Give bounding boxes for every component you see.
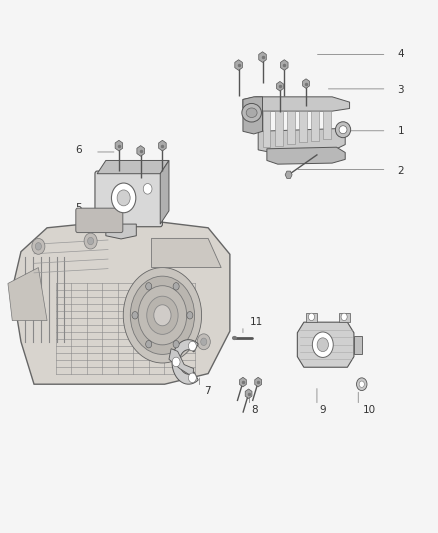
Polygon shape [243,97,262,134]
Circle shape [117,190,130,206]
Circle shape [35,243,42,250]
Circle shape [132,312,138,319]
Polygon shape [172,340,198,384]
Circle shape [357,378,367,391]
Circle shape [88,237,94,245]
Circle shape [154,305,171,326]
Polygon shape [262,111,270,147]
Circle shape [201,338,207,345]
Polygon shape [8,268,47,320]
Circle shape [317,338,328,352]
Polygon shape [12,220,230,384]
Text: 2: 2 [397,166,404,176]
Polygon shape [275,111,283,146]
Circle shape [138,286,187,345]
Circle shape [341,313,347,320]
Circle shape [84,233,97,249]
Circle shape [188,373,196,383]
Text: 9: 9 [319,405,326,415]
Ellipse shape [339,126,347,134]
Text: 5: 5 [75,203,82,213]
Polygon shape [258,128,345,152]
Circle shape [197,334,210,350]
Polygon shape [137,146,145,156]
FancyBboxPatch shape [95,171,162,227]
Circle shape [146,341,152,348]
Polygon shape [240,377,246,387]
Circle shape [111,183,136,213]
Polygon shape [299,111,307,142]
Polygon shape [339,313,350,322]
Polygon shape [235,60,242,70]
Circle shape [130,276,194,354]
Text: 6: 6 [75,145,82,155]
Polygon shape [323,111,331,139]
Polygon shape [280,60,288,70]
Polygon shape [287,111,295,144]
Circle shape [123,268,201,363]
Circle shape [187,312,193,319]
Circle shape [173,282,179,290]
Ellipse shape [336,122,351,138]
Text: 8: 8 [252,405,258,415]
Circle shape [312,332,333,358]
Polygon shape [159,140,166,151]
Polygon shape [267,147,345,164]
Ellipse shape [242,103,261,122]
Text: 3: 3 [397,85,404,95]
Polygon shape [106,224,136,239]
Circle shape [308,313,314,320]
Circle shape [143,183,152,194]
Circle shape [147,296,178,334]
Circle shape [32,238,45,254]
Polygon shape [245,389,252,399]
Polygon shape [160,160,169,224]
Text: 10: 10 [363,405,376,415]
Polygon shape [169,349,194,374]
FancyBboxPatch shape [76,208,123,232]
Polygon shape [303,79,309,88]
Circle shape [146,282,152,290]
Polygon shape [276,82,283,91]
Text: 11: 11 [250,317,263,327]
Circle shape [172,357,180,367]
Polygon shape [152,238,221,268]
Text: 7: 7 [204,386,210,396]
Polygon shape [297,322,354,367]
Polygon shape [97,160,169,174]
Polygon shape [354,336,362,354]
Polygon shape [311,111,319,141]
Circle shape [173,341,179,348]
Polygon shape [259,52,266,62]
Ellipse shape [246,108,257,117]
Polygon shape [255,377,261,387]
Polygon shape [243,97,350,111]
Polygon shape [285,171,292,179]
Polygon shape [306,313,317,322]
Circle shape [359,381,364,387]
Text: 4: 4 [397,50,404,59]
Polygon shape [115,140,123,151]
Circle shape [188,341,196,351]
Text: 1: 1 [397,126,404,136]
